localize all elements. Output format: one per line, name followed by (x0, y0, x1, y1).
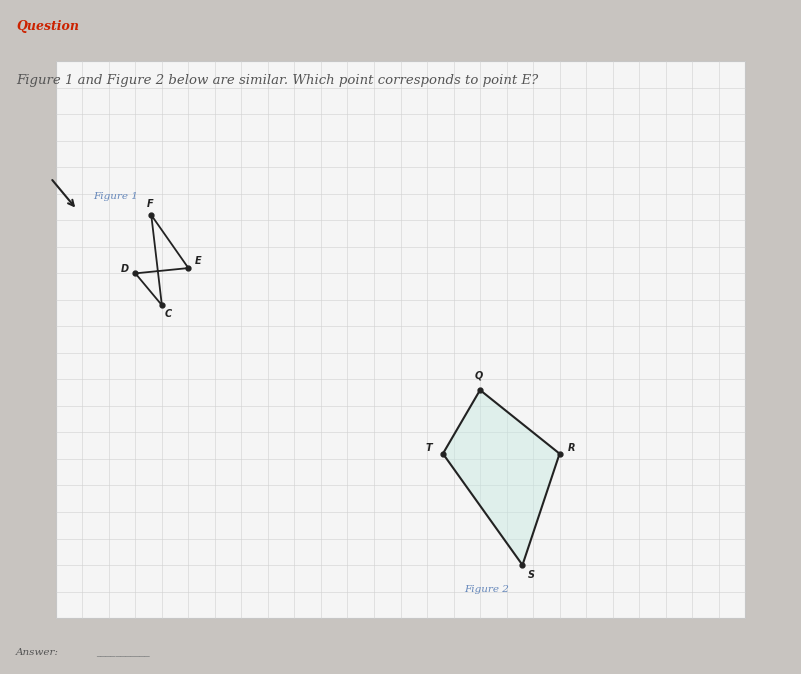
Text: Figure 2: Figure 2 (464, 584, 509, 594)
Text: Question: Question (16, 20, 79, 33)
Text: Q: Q (475, 371, 483, 380)
Text: ___________: ___________ (96, 647, 150, 657)
Text: S: S (528, 570, 535, 580)
Text: D: D (120, 264, 129, 274)
Text: Figure 1 and Figure 2 below are similar. Which point corresponds to point E?: Figure 1 and Figure 2 below are similar.… (16, 74, 538, 87)
Text: R: R (568, 443, 575, 453)
Text: Figure 1: Figure 1 (93, 192, 138, 201)
Text: T: T (426, 443, 433, 453)
Text: C: C (164, 309, 171, 319)
Text: F: F (147, 199, 154, 209)
Polygon shape (443, 390, 560, 565)
Text: E: E (195, 256, 201, 266)
Bar (56, 61, 745, 618)
Text: Answer:: Answer: (16, 648, 59, 657)
